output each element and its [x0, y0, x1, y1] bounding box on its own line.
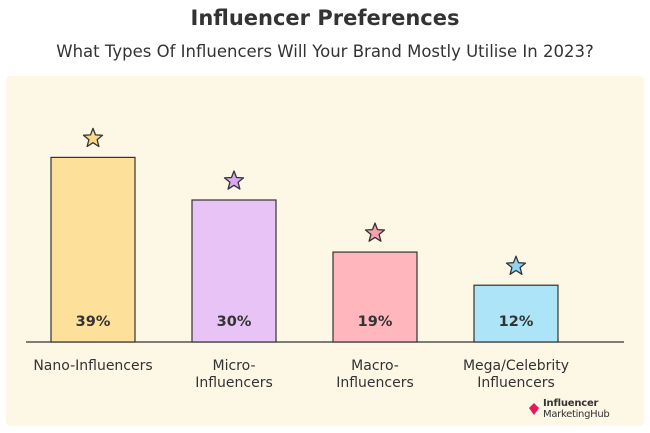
chart-panel: 39% Nano-Influencers 30% Micro-Influencers 1… — [6, 76, 644, 426]
bar-1 — [191, 199, 277, 343]
value-label-2: 19% — [358, 314, 393, 330]
star-icon — [223, 170, 245, 190]
bar-3 — [473, 284, 559, 343]
brand-name-line1: Influencer — [543, 398, 599, 409]
value-label-3: 12% — [499, 314, 534, 330]
brand-heart-icon — [529, 403, 539, 415]
bar-0 — [50, 156, 136, 343]
value-label-0: 39% — [76, 314, 111, 330]
value-label-1: 30% — [217, 314, 252, 330]
category-label-3: Mega/Celebrity Influencers — [463, 358, 569, 391]
chart-subtitle: What Types Of Influencers Will Your Bran… — [56, 42, 594, 61]
chart-title: Influencer Preferences — [190, 6, 460, 30]
brand-logo: Influencer MarketingHub — [528, 398, 640, 424]
star-icon — [505, 255, 527, 275]
category-label-0: Nano-Influencers — [33, 358, 152, 374]
bar-chart: 39% Nano-Influencers 30% Micro-Influencers 1… — [26, 127, 624, 391]
star-icon — [364, 222, 386, 242]
bar-2 — [332, 251, 418, 343]
star-icon — [82, 127, 104, 148]
category-label-2: Macro-Influencers — [336, 358, 414, 391]
category-label-1: Micro-Influencers — [195, 358, 273, 391]
brand-name-line2: MarketingHub — [543, 409, 610, 420]
